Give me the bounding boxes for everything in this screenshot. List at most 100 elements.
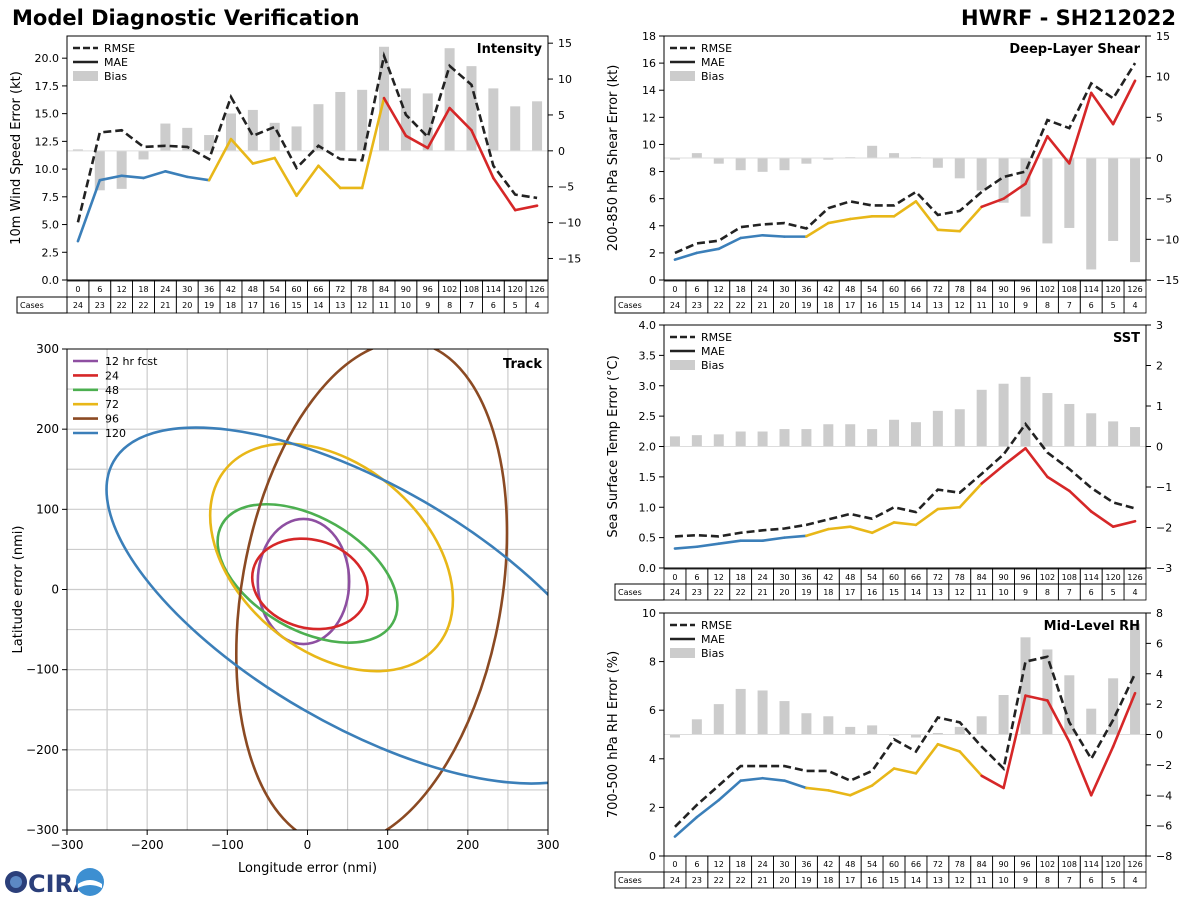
y-tick-label: 20.0 xyxy=(35,52,60,65)
mae-segment xyxy=(870,767,896,787)
y-axis-label: Sea Surface Temp Error (°C) xyxy=(606,355,621,537)
y2-tick-label: −1 xyxy=(1156,481,1172,494)
panel-title: Track xyxy=(503,357,542,372)
y-axis-label: 10m Wind Speed Error (kt) xyxy=(9,71,24,245)
hour-label: 24 xyxy=(757,285,767,294)
legend-bias-label: Bias xyxy=(104,70,127,83)
legend-label: 24 xyxy=(105,369,119,382)
hour-label: 6 xyxy=(694,285,699,294)
mae-segment xyxy=(1068,489,1093,513)
bias-bar xyxy=(204,135,215,151)
y2-tick-label: 5 xyxy=(558,109,565,122)
mae-segment xyxy=(827,789,852,797)
cases-value: 15 xyxy=(291,301,301,310)
bias-bar xyxy=(932,410,943,447)
hour-label: 114 xyxy=(1084,860,1099,869)
bias-bar xyxy=(757,690,768,735)
cases-value: 20 xyxy=(779,876,789,885)
cases-value: 11 xyxy=(977,301,987,310)
bias-bar xyxy=(466,66,477,151)
hour-label: 42 xyxy=(823,860,833,869)
x-tick-label: 300 xyxy=(537,838,560,852)
hour-label: 72 xyxy=(335,285,345,294)
cases-value: 21 xyxy=(757,301,767,310)
cases-value: 15 xyxy=(889,301,899,310)
hour-label: 108 xyxy=(1062,285,1077,294)
y-tick-label: −300 xyxy=(26,823,59,837)
bias-bar xyxy=(1108,421,1119,447)
y2-tick-label: −4 xyxy=(1156,789,1172,802)
y-tick-label: 3.5 xyxy=(639,349,657,362)
hour-label: 96 xyxy=(1020,573,1030,582)
bias-bar xyxy=(998,158,1009,203)
cases-value: 5 xyxy=(1111,588,1116,597)
mae-segment xyxy=(1002,182,1027,200)
hour-label: 126 xyxy=(1127,860,1142,869)
hour-label: 54 xyxy=(867,860,877,869)
panel-intensity: 0.0 2.5 5.0 7.5 10.0 12.5 15.0 17.5 20.0 −15 −10 −5… xyxy=(9,35,581,314)
y-tick-label: 100 xyxy=(36,502,59,516)
mae-segment xyxy=(761,536,786,542)
mae-segment xyxy=(98,174,123,182)
y-tick-label: 0 xyxy=(51,583,59,597)
hour-label: 54 xyxy=(867,285,877,294)
cases-value: 8 xyxy=(1045,301,1050,310)
hour-label: 60 xyxy=(889,860,899,869)
hour-label: 66 xyxy=(911,285,921,294)
hour-label: 84 xyxy=(977,285,987,294)
cases-value: 18 xyxy=(226,301,236,310)
hour-label: 0 xyxy=(672,285,677,294)
bias-bar xyxy=(867,145,878,158)
mae-segment xyxy=(164,170,189,179)
cases-value: 22 xyxy=(714,301,724,310)
bias-bar xyxy=(1086,158,1097,270)
hour-label: 42 xyxy=(823,573,833,582)
y2-tick-label: 2 xyxy=(1156,360,1163,373)
legend-rmse-label: RMSE xyxy=(701,42,732,55)
hour-label: 0 xyxy=(672,573,677,582)
mae-segment xyxy=(120,174,145,180)
bias-bar xyxy=(1042,649,1053,735)
cases-value: 7 xyxy=(1067,876,1072,885)
bias-bar xyxy=(976,389,987,447)
hour-label: 72 xyxy=(933,860,943,869)
hour-label: 36 xyxy=(801,573,811,582)
cases-value: 22 xyxy=(714,876,724,885)
bias-bar xyxy=(116,150,127,189)
bias-bar xyxy=(691,435,702,447)
hour-label: 48 xyxy=(845,860,855,869)
mae-segment xyxy=(492,176,517,212)
hour-label: 96 xyxy=(1020,860,1030,869)
x-tick-label: 200 xyxy=(456,838,479,852)
mae-segment xyxy=(1002,447,1027,467)
y-tick-label: 4 xyxy=(649,753,656,766)
y-tick-label: 0 xyxy=(649,274,656,287)
mae-segment xyxy=(717,779,742,802)
hour-label: 42 xyxy=(226,285,236,294)
hour-label: 120 xyxy=(508,285,523,294)
hour-label: 60 xyxy=(889,573,899,582)
cases-value: 4 xyxy=(535,301,540,310)
rmse-line xyxy=(674,62,1137,255)
mae-segment xyxy=(1002,694,1027,790)
legend-mae-label: MAE xyxy=(701,56,725,69)
cases-value: 18 xyxy=(823,588,833,597)
cases-value: 10 xyxy=(998,588,1008,597)
hour-label: 24 xyxy=(757,860,767,869)
bias-bar xyxy=(867,429,878,447)
bias-bar xyxy=(669,436,680,447)
cases-value: 12 xyxy=(955,588,965,597)
hour-label: 48 xyxy=(845,285,855,294)
mae-segment xyxy=(827,217,852,225)
y-tick-label: 3.0 xyxy=(639,380,657,393)
hour-label: 12 xyxy=(714,573,724,582)
bias-bar xyxy=(735,688,746,735)
cases-value: 9 xyxy=(1023,876,1028,885)
bias-bar xyxy=(976,716,987,735)
y2-tick-label: −6 xyxy=(1156,820,1172,833)
y2-tick-label: −3 xyxy=(1156,562,1172,575)
cases-label: Cases xyxy=(618,301,642,310)
hour-label: 90 xyxy=(998,860,1008,869)
bias-bar xyxy=(160,123,171,151)
cases-value: 20 xyxy=(182,301,192,310)
